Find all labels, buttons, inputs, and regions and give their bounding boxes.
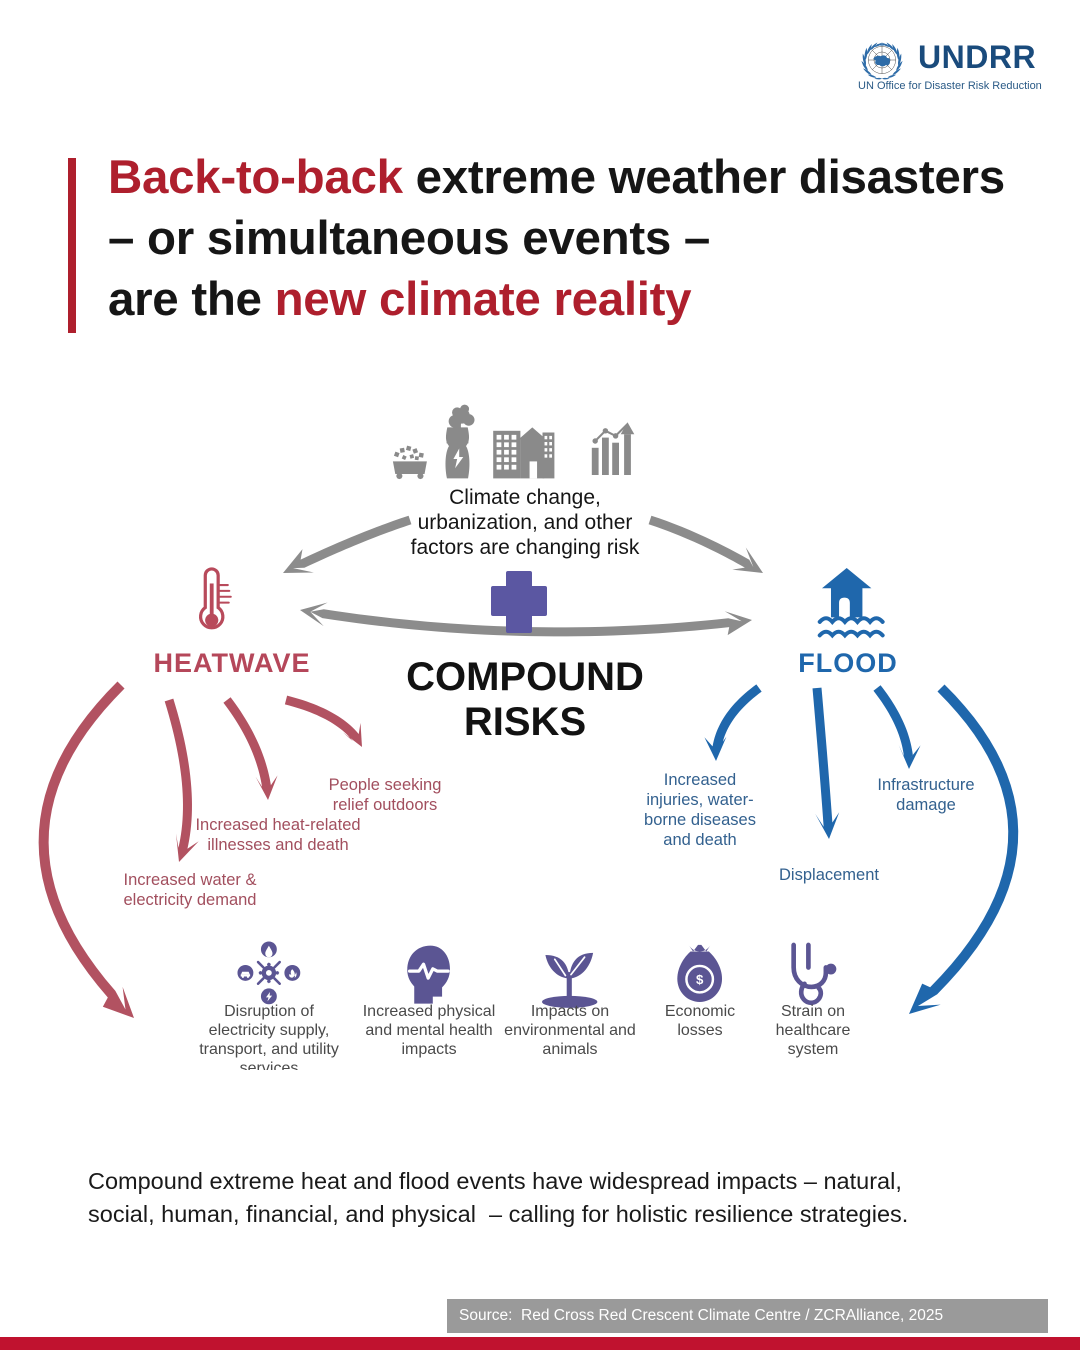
svg-text:illnesses and death: illnesses and death	[207, 836, 348, 854]
svg-text:urbanization, and other: urbanization, and other	[418, 511, 633, 534]
svg-text:COMPOUND: COMPOUND	[406, 655, 644, 699]
svg-text:damage: damage	[896, 796, 956, 814]
svg-text:Impacts on: Impacts on	[531, 1003, 609, 1020]
svg-text:UNDRR: UNDRR	[918, 39, 1036, 75]
svg-text:electricity demand: electricity demand	[124, 891, 257, 909]
svg-text:Disruption of: Disruption of	[224, 1003, 314, 1020]
svg-text:animals: animals	[542, 1041, 597, 1058]
svg-text:UN Office for Disaster Risk Re: UN Office for Disaster Risk Reduction	[858, 80, 1042, 92]
svg-text:environmental and: environmental and	[504, 1022, 636, 1039]
svg-text:electricity supply,: electricity supply,	[209, 1022, 330, 1039]
svg-text:services: services	[240, 1060, 299, 1070]
svg-text:RISKS: RISKS	[464, 700, 586, 744]
svg-text:Displacement: Displacement	[779, 866, 879, 884]
svg-text:FLOOD: FLOOD	[798, 648, 898, 678]
svg-text:and mental health: and mental health	[365, 1022, 492, 1039]
svg-text:and death: and death	[663, 831, 736, 849]
svg-text:relief outdoors: relief outdoors	[333, 796, 438, 814]
svg-text:Economic: Economic	[665, 1003, 735, 1020]
svg-text:Increased water &: Increased water &	[124, 871, 257, 889]
svg-text:People seeking: People seeking	[329, 776, 442, 794]
svg-text:Increased heat-related: Increased heat-related	[195, 816, 360, 834]
svg-text:$: $	[696, 972, 704, 987]
svg-text:losses: losses	[677, 1022, 722, 1039]
svg-text:Increased: Increased	[664, 771, 736, 789]
svg-text:Climate change,: Climate change,	[449, 486, 601, 509]
svg-text:system: system	[788, 1041, 839, 1058]
svg-text:Strain on: Strain on	[781, 1003, 845, 1020]
svg-text:transport, and utility: transport, and utility	[199, 1041, 339, 1058]
svg-text:impacts: impacts	[401, 1041, 456, 1058]
svg-text:injuries, water-: injuries, water-	[646, 791, 753, 809]
svg-text:borne diseases: borne diseases	[644, 811, 756, 829]
svg-text:healthcare: healthcare	[776, 1022, 851, 1039]
svg-text:HEATWAVE: HEATWAVE	[153, 648, 310, 678]
svg-text:factors are changing risk: factors are changing risk	[411, 536, 640, 559]
svg-text:Increased physical: Increased physical	[363, 1003, 496, 1020]
svg-text:Infrastructure: Infrastructure	[877, 776, 974, 794]
